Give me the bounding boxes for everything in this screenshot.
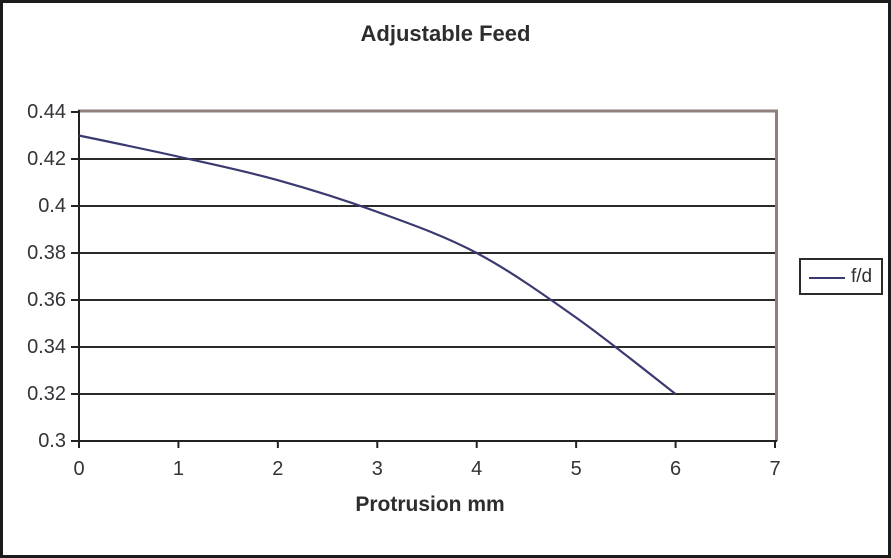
x-tick-label: 5 bbox=[570, 458, 582, 480]
x-tick-label: 1 bbox=[172, 458, 184, 480]
y-tick-label: 0.38 bbox=[27, 241, 66, 264]
y-tick-label: 0.44 bbox=[27, 100, 66, 123]
y-tick-label: 0.4 bbox=[38, 194, 66, 217]
x-tick-label: 0 bbox=[73, 458, 85, 480]
series-line-fd bbox=[78, 134, 677, 395]
chart-title: Adjustable Feed bbox=[360, 21, 531, 46]
legend-series-label: f/d bbox=[851, 265, 873, 287]
x-axis-title: Protrusion mm bbox=[355, 493, 505, 516]
legend-line-sample-icon bbox=[809, 276, 845, 279]
y-tick-label: 0.36 bbox=[27, 288, 66, 311]
legend: f/d bbox=[799, 258, 883, 295]
x-tick-label: 7 bbox=[769, 458, 781, 480]
y-tick-label: 0.32 bbox=[27, 382, 66, 405]
y-tick-label: 0.42 bbox=[27, 147, 66, 170]
x-tick-label: 4 bbox=[471, 458, 483, 480]
x-tick-label: 6 bbox=[670, 458, 682, 480]
y-tick-label: 0.3 bbox=[38, 429, 66, 452]
y-tick-label: 0.34 bbox=[27, 335, 66, 358]
x-tick-label: 2 bbox=[272, 458, 284, 480]
x-tick-label: 3 bbox=[371, 458, 383, 480]
